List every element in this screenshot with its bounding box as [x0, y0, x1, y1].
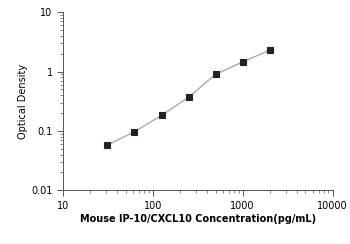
Y-axis label: Optical Density: Optical Density	[19, 64, 28, 139]
X-axis label: Mouse IP-10/CXCL10 Concentration(pg/mL): Mouse IP-10/CXCL10 Concentration(pg/mL)	[80, 214, 316, 224]
